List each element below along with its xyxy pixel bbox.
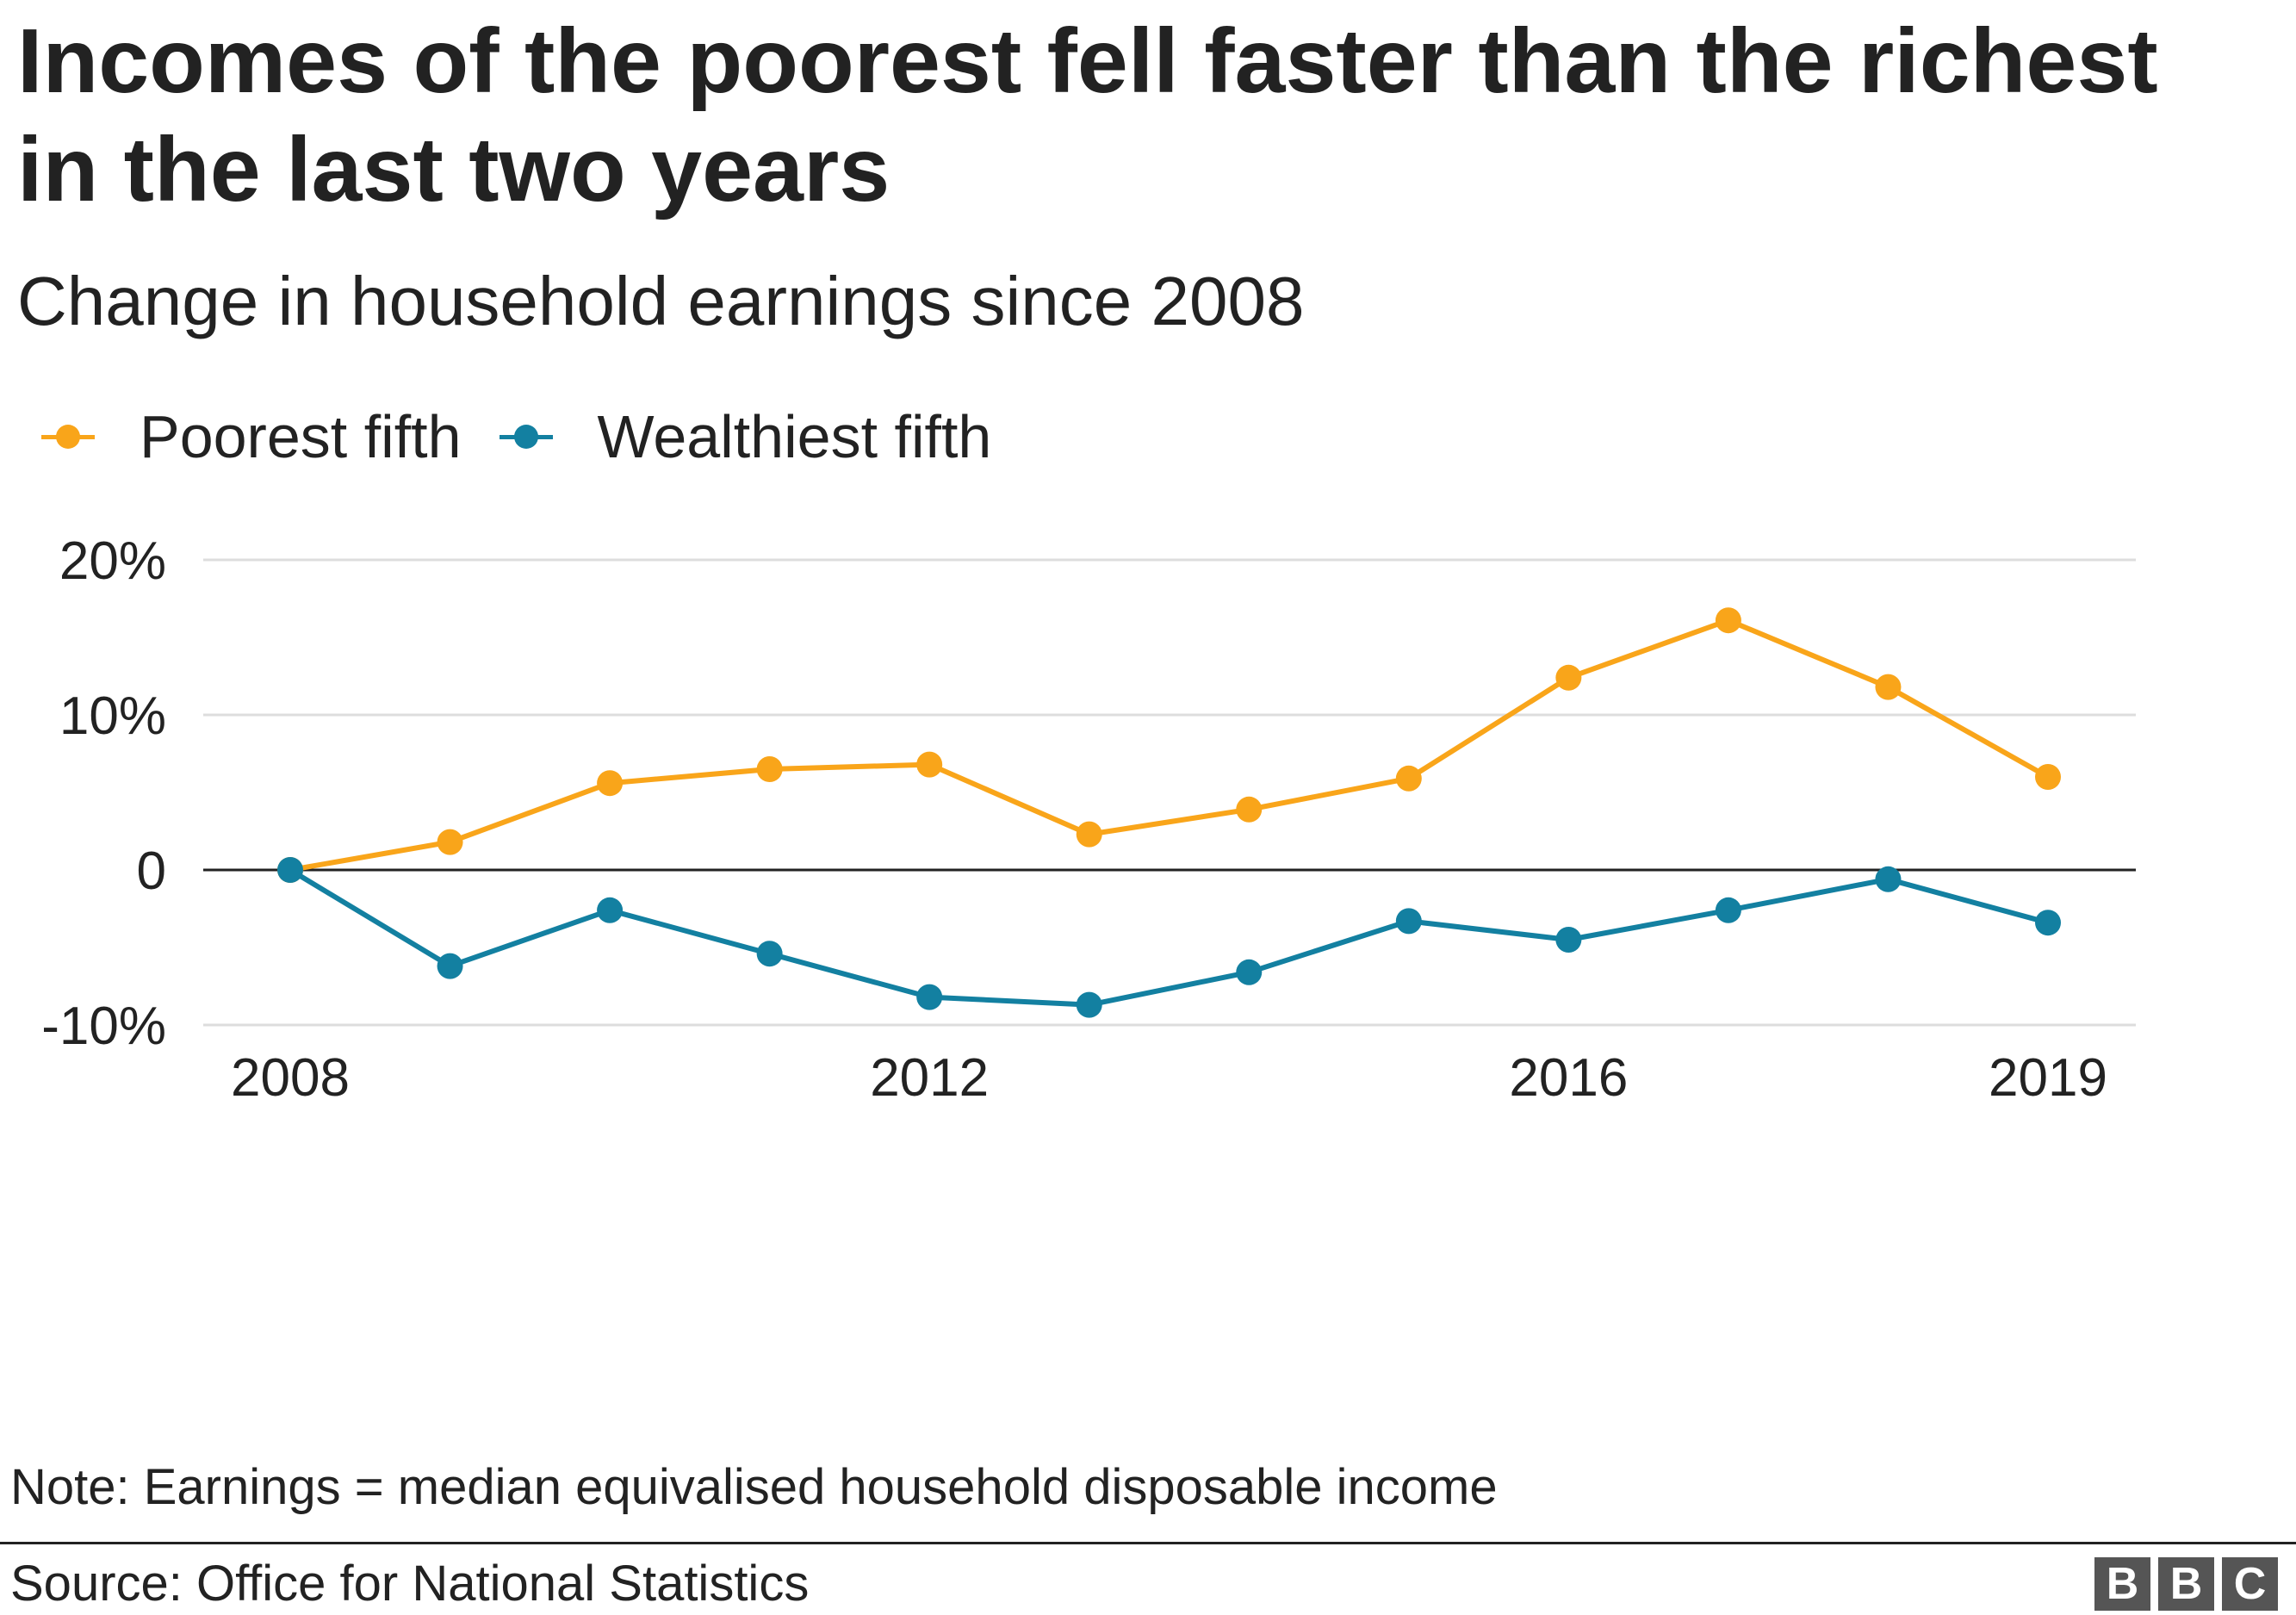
chart-subtitle: Change in household earnings since 2008	[17, 263, 1305, 339]
bbc-logo-letter-b2: B	[2158, 1557, 2214, 1611]
data-point-poorest-fifth-2016	[1555, 664, 1582, 691]
x-axis-tick-labels: 2008 2012 2016 2019	[231, 1048, 2107, 1108]
gridlines	[203, 558, 2136, 1027]
series-poorest-fifth	[277, 607, 2061, 883]
line-chart: -10% 0 10% 20% 2008 2012 2016 2019	[41, 531, 2136, 1108]
data-point-wealthiest-fifth-2018	[1875, 866, 1902, 892]
data-point-poorest-fifth-2010	[597, 770, 624, 797]
data-point-wealthiest-fifth-2011	[756, 941, 783, 967]
x-tick-label: 2016	[1509, 1048, 1628, 1108]
data-point-wealthiest-fifth-2017	[1715, 897, 1741, 923]
y-tick-label: 0	[137, 842, 166, 901]
data-series	[277, 607, 2061, 1018]
series-line-wealthiest-fifth	[288, 867, 2051, 1008]
data-point-wealthiest-fifth-2008	[277, 857, 303, 883]
bbc-logo-letter-c: C	[2222, 1557, 2278, 1611]
y-axis-tick-labels: -10% 0 10% 20%	[41, 531, 166, 1056]
bbc-logo: B B C	[2094, 1557, 2286, 1611]
y-tick-label: 20%	[59, 531, 166, 591]
legend-item-poorest-fifth: Poorest fifth	[41, 402, 462, 471]
series-wealthiest-fifth	[277, 857, 2061, 1018]
data-point-wealthiest-fifth-2009	[437, 953, 463, 979]
y-tick-label: -10%	[41, 997, 166, 1056]
legend-item-wealthiest-fifth: Wealthiest fifth	[499, 402, 992, 471]
data-point-poorest-fifth-2012	[916, 751, 943, 778]
data-point-poorest-fifth-2014	[1236, 796, 1263, 823]
data-point-wealthiest-fifth-2014	[1236, 959, 1263, 985]
data-point-poorest-fifth-2018	[1875, 674, 1902, 700]
data-point-wealthiest-fifth-2015	[1395, 908, 1422, 935]
legend: Poorest fifth Wealthiest fifth	[41, 398, 1029, 475]
data-point-poorest-fifth-2017	[1715, 607, 1741, 634]
x-tick-label: 2008	[231, 1048, 350, 1108]
bbc-logo-letter-b1: B	[2094, 1557, 2150, 1611]
data-point-wealthiest-fifth-2019	[2035, 910, 2061, 936]
x-tick-label: 2012	[870, 1048, 989, 1108]
series-line-poorest-fifth	[288, 618, 2051, 873]
data-point-wealthiest-fifth-2016	[1555, 927, 1582, 953]
data-point-wealthiest-fifth-2010	[597, 897, 624, 923]
footer-divider	[0, 1542, 2296, 1544]
legend-key-wealthiest-fifth	[499, 425, 553, 449]
data-point-poorest-fifth-2013	[1076, 821, 1102, 848]
data-point-poorest-fifth-2009	[437, 829, 463, 855]
data-point-poorest-fifth-2019	[2035, 764, 2061, 790]
legend-label-wealthiest-fifth: Wealthiest fifth	[597, 403, 992, 470]
y-tick-label: 10%	[59, 686, 166, 746]
chart-source: Source: Office for National Statistics	[10, 1556, 810, 1612]
x-tick-label: 2019	[1989, 1048, 2107, 1108]
legend-key-poorest-fifth	[41, 425, 95, 449]
chart-title: Incomes of the poorest fell faster than …	[17, 10, 2158, 221]
chart-note: Note: Earnings = median equivalised hous…	[10, 1459, 1498, 1515]
data-point-wealthiest-fifth-2012	[916, 984, 943, 1010]
legend-label-poorest-fifth: Poorest fifth	[140, 403, 462, 470]
data-point-wealthiest-fifth-2013	[1076, 991, 1102, 1018]
data-point-poorest-fifth-2015	[1395, 765, 1422, 792]
data-point-poorest-fifth-2011	[756, 756, 783, 782]
